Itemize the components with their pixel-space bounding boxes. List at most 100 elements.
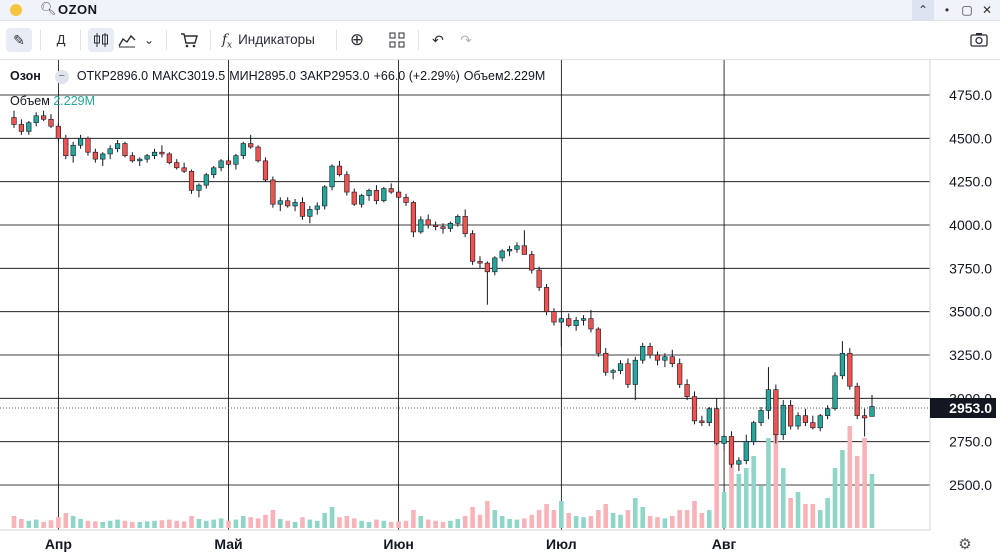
volume-bar [492, 510, 498, 528]
candles-icon[interactable] [88, 28, 114, 52]
close-value: 2953.0 [331, 69, 370, 83]
candle [11, 110, 17, 128]
volume-bar [11, 516, 17, 528]
candle [314, 202, 320, 215]
volume-bar [832, 468, 838, 528]
volume-bar [292, 522, 298, 528]
indicators-button[interactable]: fx Индикаторы [222, 28, 328, 52]
candle [854, 382, 860, 420]
candle [100, 152, 106, 167]
candlestick-series [11, 110, 875, 472]
plus-circle-icon[interactable]: ⊕ [349, 30, 365, 49]
volume-bar [107, 520, 113, 528]
volume-bar [159, 520, 165, 528]
volume-bar [462, 516, 468, 528]
volume-bar [566, 513, 572, 528]
pencil-icon[interactable]: ✎ [6, 28, 32, 52]
chevron-down-icon[interactable]: ⌄ [143, 33, 155, 47]
candle [433, 221, 439, 231]
chevron-up-icon[interactable]: ⌃ [912, 0, 934, 20]
chart-toolbar: ✎ Д ⌄ fx Индикаторы ⊕ ↶ ↷ [0, 21, 1000, 60]
volume-bar [706, 510, 712, 528]
symbol-name[interactable]: Озон [10, 69, 41, 83]
interval-button[interactable]: Д [56, 32, 66, 47]
volume-bar [625, 510, 631, 528]
volume-bar [670, 516, 675, 528]
candle [396, 190, 402, 199]
candle [691, 391, 698, 425]
candle [418, 216, 424, 234]
camera-icon[interactable] [966, 28, 992, 52]
volume-bar [647, 516, 653, 528]
candle [477, 256, 483, 269]
volume-bar [344, 516, 350, 528]
candle [255, 145, 261, 163]
candle [839, 341, 846, 380]
candle [159, 145, 165, 158]
volume-bar [773, 414, 779, 528]
candle [847, 348, 853, 390]
open-value: 2896.0 [109, 69, 149, 83]
redo-icon[interactable]: ↷ [460, 32, 472, 48]
volume-bar [152, 520, 157, 528]
candle [684, 379, 690, 401]
area-chart-icon[interactable] [116, 28, 138, 52]
candle [299, 197, 306, 220]
time-tick-label: Июл [546, 536, 577, 552]
volume-bar [522, 518, 527, 528]
candle [625, 358, 631, 388]
candle [758, 407, 764, 427]
volume-bar [448, 520, 453, 528]
price-tick-label: 3250.0 [949, 347, 992, 363]
volume-bar [411, 510, 416, 528]
volume-bar [662, 518, 668, 528]
candle [484, 261, 490, 305]
collapse-legend-icon[interactable]: − [54, 69, 69, 84]
price-tick-label: 2500.0 [949, 477, 992, 493]
cart-icon[interactable] [176, 28, 202, 52]
volume-bar [869, 474, 875, 528]
candle [462, 209, 468, 238]
low-label: МИН [229, 69, 258, 83]
candle [336, 160, 343, 177]
candle [514, 242, 520, 253]
toolbar-separator [336, 30, 337, 50]
close-icon[interactable]: ✕ [981, 3, 993, 17]
minimize-icon[interactable]: • [944, 3, 950, 17]
last-price-tag: 2953.0 [930, 398, 996, 418]
symbol-search-field[interactable]: OZON [58, 2, 98, 17]
price-tick-label: 4500.0 [949, 130, 992, 146]
price-chart[interactable]: 4750.0 4500.0 4250.0 4000.0 3750.0 3500.0 3250… [0, 60, 1000, 558]
candle [137, 157, 143, 167]
function-icon: fx [222, 32, 233, 51]
candle [714, 398, 720, 446]
candle [233, 153, 239, 170]
price-axis: 4750.0 4500.0 4250.0 4000.0 3750.0 3500.0 3250… [949, 87, 992, 493]
volume-bar [862, 438, 867, 528]
restore-icon[interactable]: ▢ [961, 3, 973, 17]
undo-icon[interactable]: ↶ [432, 32, 444, 48]
volume-bar [780, 468, 786, 528]
candle [262, 157, 269, 182]
volume-bar [588, 516, 594, 528]
volume-bar [573, 516, 579, 528]
candle [174, 159, 180, 170]
candle [566, 313, 572, 328]
volume-bar [181, 521, 187, 528]
candle [573, 316, 579, 331]
chart-settings-icon[interactable]: ⚙ [958, 536, 972, 553]
volume-bar [559, 501, 564, 528]
volume-bar [514, 519, 520, 528]
volume-bar [33, 519, 39, 528]
search-icon[interactable]: 🔍︎ [40, 1, 57, 16]
candle [736, 457, 742, 472]
layout-grid-icon[interactable] [384, 28, 410, 52]
candle [492, 256, 498, 276]
volume-bar [736, 474, 742, 528]
candle [322, 185, 328, 210]
volume-bar [403, 520, 409, 528]
volume-legend-value: 2.229M [53, 94, 96, 108]
candle [677, 358, 683, 388]
candle [270, 176, 276, 208]
volume-bar [810, 504, 816, 528]
